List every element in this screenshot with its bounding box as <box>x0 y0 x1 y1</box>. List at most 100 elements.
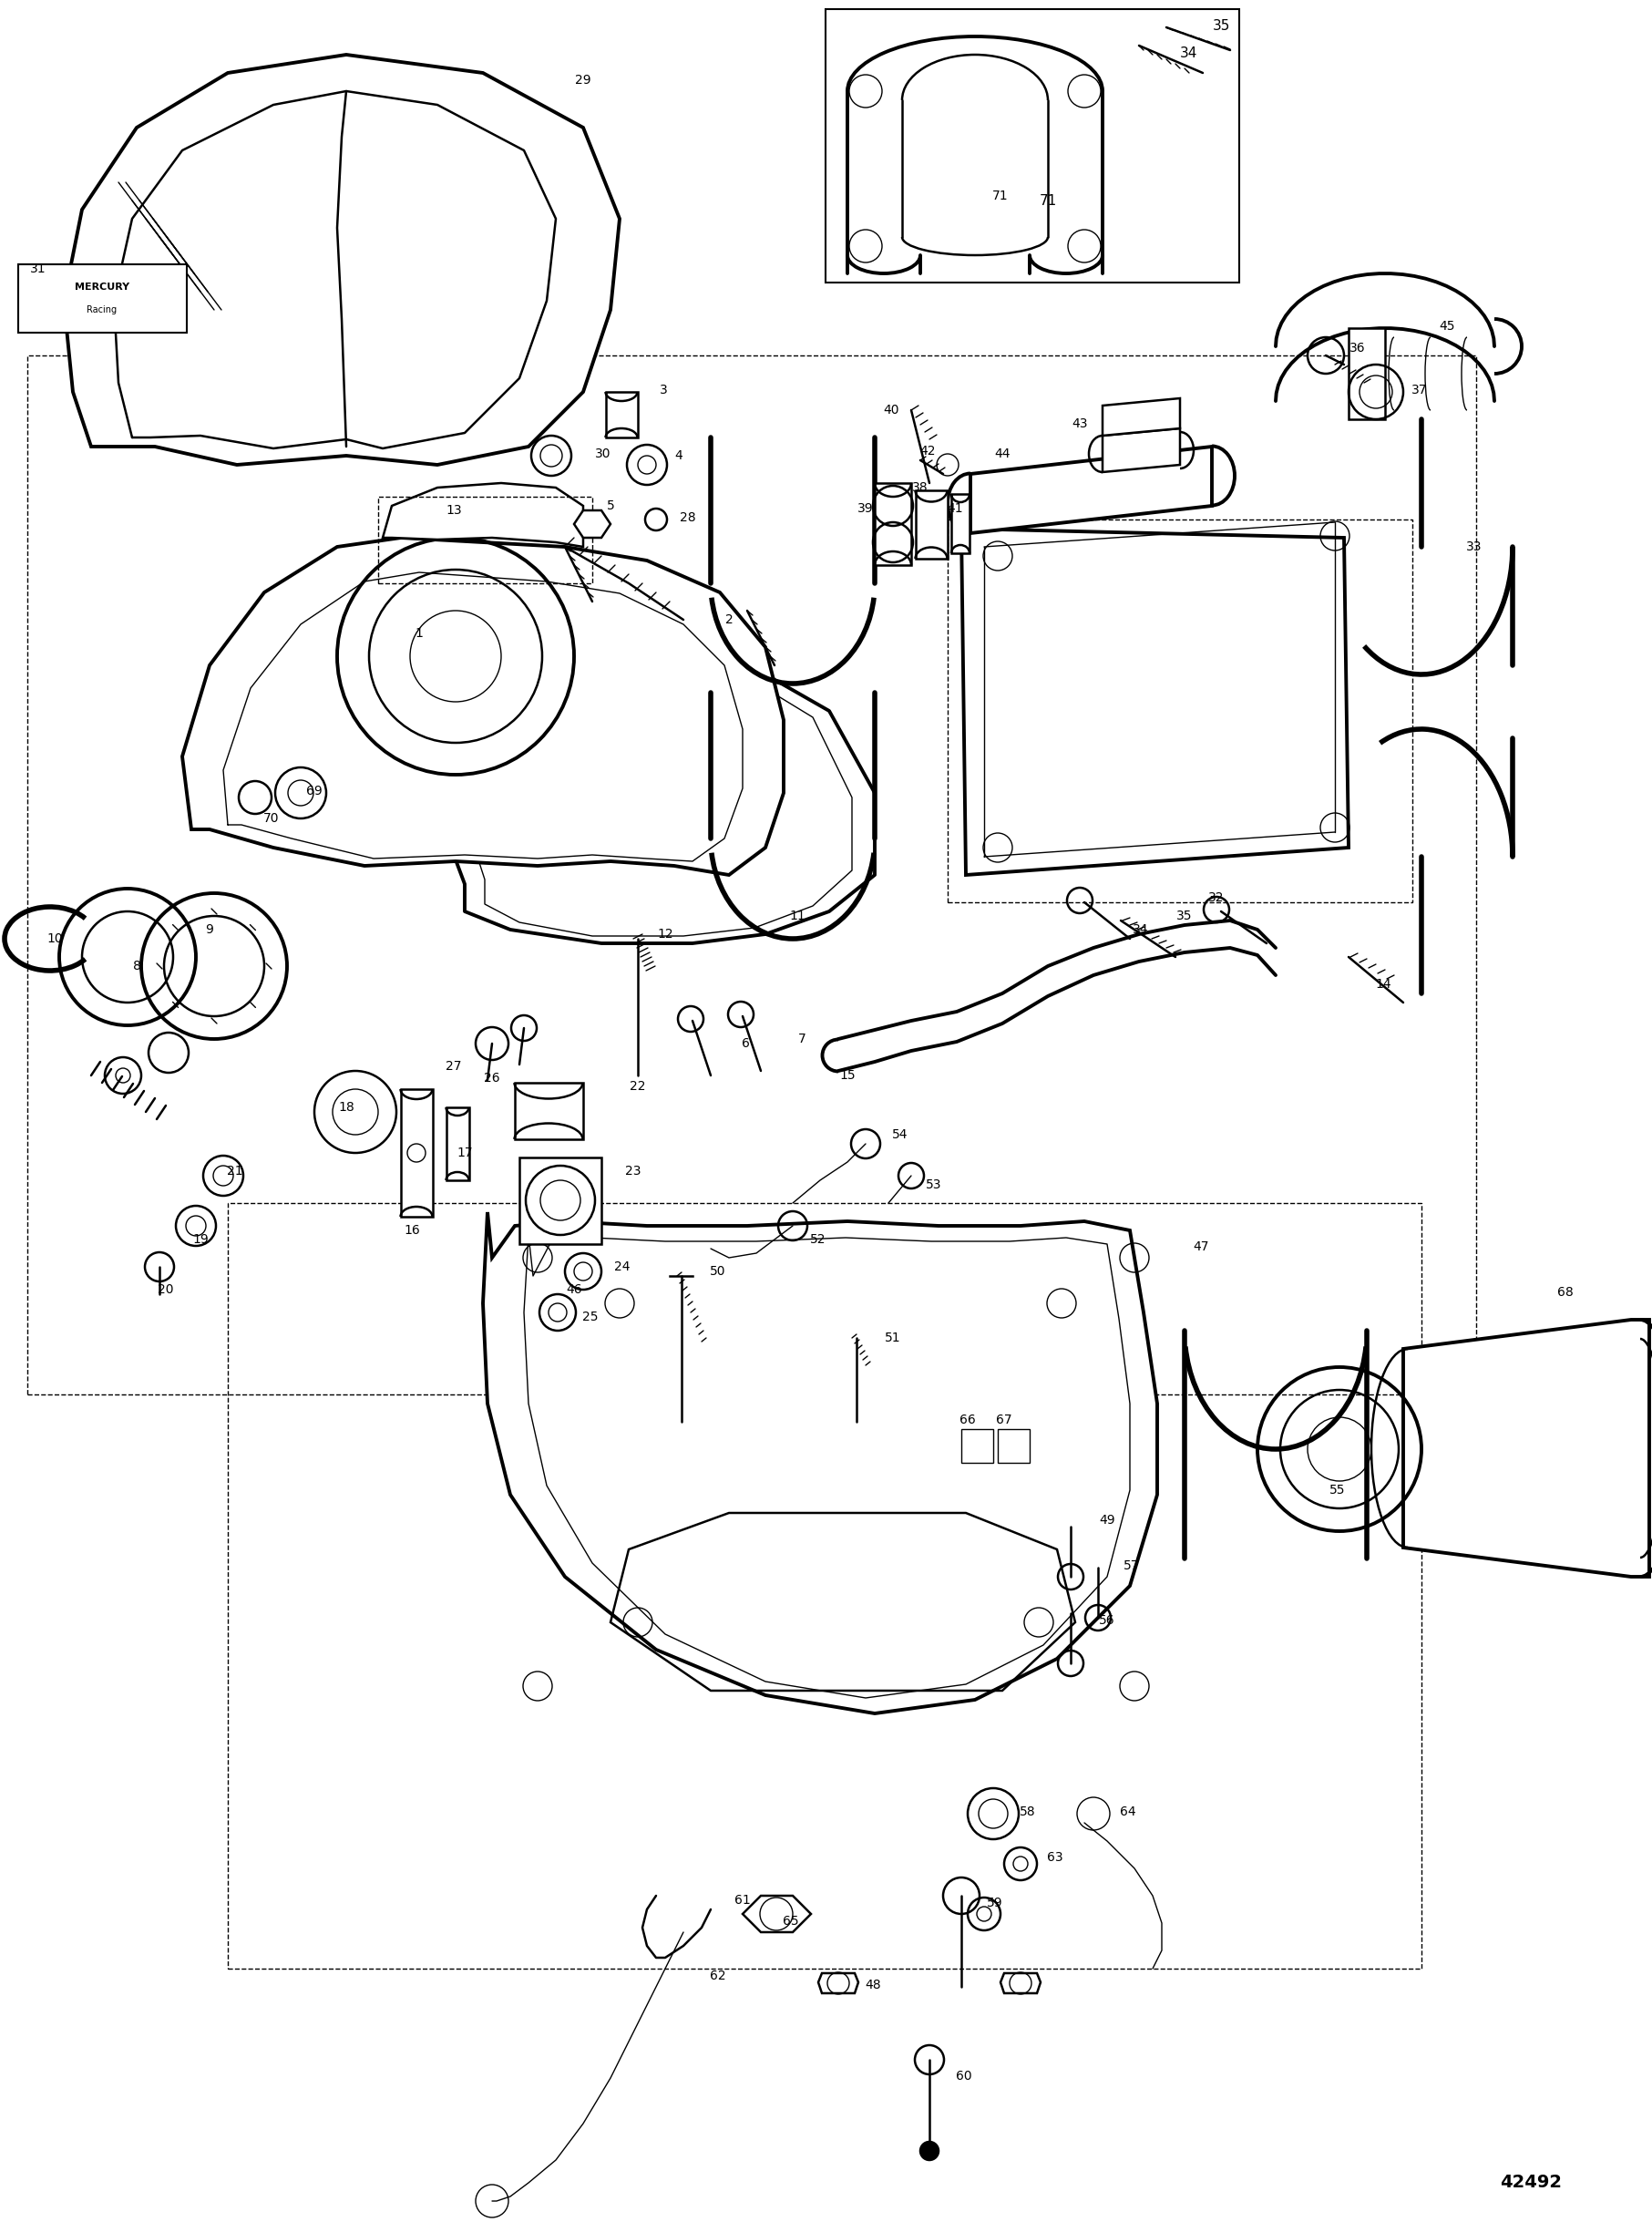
Polygon shape <box>1348 329 1384 420</box>
Text: 35: 35 <box>1176 909 1193 922</box>
Polygon shape <box>961 529 1348 875</box>
Bar <box>826 9 1239 282</box>
Text: 60: 60 <box>957 2071 971 2082</box>
Text: 65: 65 <box>783 1915 800 1929</box>
Text: 49: 49 <box>1099 1513 1115 1527</box>
Text: 69: 69 <box>306 784 322 798</box>
Text: 30: 30 <box>595 447 611 460</box>
Text: 38: 38 <box>912 482 928 493</box>
Text: 62: 62 <box>710 1969 725 1982</box>
Text: 40: 40 <box>884 404 899 416</box>
Text: 1: 1 <box>415 627 423 640</box>
Text: 11: 11 <box>790 909 806 922</box>
Polygon shape <box>1102 429 1180 471</box>
Polygon shape <box>743 1895 811 1933</box>
Text: 17: 17 <box>456 1147 472 1160</box>
Text: 68: 68 <box>1558 1287 1573 1298</box>
Text: 45: 45 <box>1439 320 1455 333</box>
Polygon shape <box>1403 1320 1649 1578</box>
Text: 46: 46 <box>567 1284 582 1295</box>
Polygon shape <box>446 1107 469 1180</box>
Text: 22: 22 <box>629 1080 646 1093</box>
Text: 20: 20 <box>159 1284 173 1295</box>
Text: 71: 71 <box>1039 193 1057 207</box>
Polygon shape <box>961 1429 993 1462</box>
Text: 61: 61 <box>735 1893 750 1906</box>
Text: 54: 54 <box>892 1129 909 1142</box>
Bar <box>18 264 187 333</box>
Polygon shape <box>401 1089 433 1218</box>
Text: 5: 5 <box>606 500 615 513</box>
Text: 44: 44 <box>995 447 1011 460</box>
Text: 63: 63 <box>1047 1851 1064 1864</box>
Text: 15: 15 <box>839 1069 856 1082</box>
Polygon shape <box>482 1213 1156 1713</box>
Bar <box>228 1202 1421 1969</box>
Text: 55: 55 <box>1330 1484 1346 1498</box>
Text: 51: 51 <box>885 1331 900 1344</box>
Circle shape <box>920 2142 938 2160</box>
Text: 52: 52 <box>809 1233 826 1247</box>
Text: 35: 35 <box>1213 18 1229 33</box>
Text: 34: 34 <box>1133 924 1148 935</box>
Text: 53: 53 <box>927 1178 942 1191</box>
Text: 43: 43 <box>1072 418 1087 431</box>
Text: 33: 33 <box>1467 540 1482 553</box>
Text: 57: 57 <box>1123 1560 1140 1573</box>
Text: 34: 34 <box>1180 47 1198 60</box>
Polygon shape <box>970 447 1213 533</box>
Text: 39: 39 <box>857 502 874 516</box>
Text: 18: 18 <box>339 1100 354 1113</box>
Text: 14: 14 <box>1374 978 1391 991</box>
Text: 48: 48 <box>866 1978 881 1991</box>
Text: 19: 19 <box>192 1233 208 1247</box>
Text: 70: 70 <box>264 811 279 824</box>
Polygon shape <box>182 538 783 875</box>
Text: 42: 42 <box>920 444 935 458</box>
Text: 10: 10 <box>46 933 63 944</box>
Text: 3: 3 <box>659 384 667 396</box>
Polygon shape <box>519 1158 601 1244</box>
Text: 26: 26 <box>484 1071 501 1084</box>
Text: 29: 29 <box>575 73 591 87</box>
Text: 41: 41 <box>947 502 963 516</box>
Text: 47: 47 <box>1193 1240 1209 1253</box>
Text: 59: 59 <box>986 1898 1003 1909</box>
Bar <box>28 356 1477 1395</box>
Polygon shape <box>876 482 912 564</box>
Bar <box>948 520 1412 902</box>
Polygon shape <box>573 511 611 538</box>
Text: MERCURY: MERCURY <box>74 282 129 291</box>
Text: 7: 7 <box>798 1033 806 1044</box>
Text: 37: 37 <box>1412 384 1427 396</box>
Text: 23: 23 <box>626 1164 641 1178</box>
Polygon shape <box>606 391 638 438</box>
Polygon shape <box>64 56 620 464</box>
Text: Racing: Racing <box>88 304 117 316</box>
Text: 32: 32 <box>1209 891 1224 904</box>
Text: 58: 58 <box>1019 1806 1036 1818</box>
Text: 50: 50 <box>710 1264 725 1278</box>
Polygon shape <box>383 482 583 547</box>
Text: 36: 36 <box>1350 342 1366 356</box>
Polygon shape <box>998 1429 1029 1462</box>
Text: 56: 56 <box>1099 1613 1115 1627</box>
Text: 64: 64 <box>1120 1806 1137 1818</box>
Text: 25: 25 <box>583 1311 598 1324</box>
Text: 6: 6 <box>742 1038 750 1051</box>
Text: 27: 27 <box>446 1060 463 1073</box>
Text: 31: 31 <box>30 262 46 276</box>
Text: 24: 24 <box>615 1260 631 1273</box>
Polygon shape <box>818 1973 859 1993</box>
Text: 8: 8 <box>132 960 140 973</box>
Text: 2: 2 <box>725 613 733 627</box>
Polygon shape <box>515 1082 583 1140</box>
Polygon shape <box>915 491 948 558</box>
Text: 13: 13 <box>446 504 463 518</box>
Text: 4: 4 <box>676 449 682 462</box>
Text: 12: 12 <box>657 929 674 940</box>
Text: 16: 16 <box>403 1224 420 1238</box>
Text: 42492: 42492 <box>1500 2173 1561 2191</box>
Bar <box>378 498 593 584</box>
Text: 71: 71 <box>993 189 1008 202</box>
